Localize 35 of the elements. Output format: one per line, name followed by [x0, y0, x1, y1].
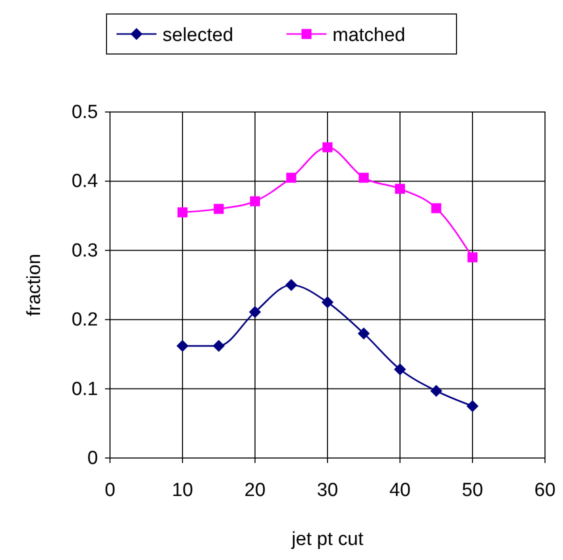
point [212, 340, 225, 352]
point [358, 327, 370, 340]
point [468, 252, 478, 262]
point [431, 203, 442, 214]
y-tick-label: 0.3 [72, 240, 98, 262]
point [176, 340, 188, 352]
x-tick-label: 20 [244, 480, 266, 501]
y-tick-label: 0.4 [72, 171, 98, 192]
point [430, 384, 442, 397]
point [466, 400, 478, 412]
point [214, 204, 224, 214]
point [285, 279, 298, 291]
point [395, 184, 405, 194]
x-tick-label: 10 [172, 480, 194, 501]
x-axis-title: jet pt cut [290, 529, 364, 550]
x-tick-label: 30 [316, 480, 338, 501]
x-tick-label: 60 [534, 480, 556, 501]
y-tick-label: 0.2 [72, 310, 98, 331]
legend-label: matched [332, 25, 406, 46]
point [358, 172, 369, 183]
x-tick-label: 0 [104, 480, 116, 501]
legend-label: selected [162, 25, 234, 46]
point [394, 363, 406, 376]
point [322, 142, 332, 152]
y-tick-label: 0 [87, 448, 98, 469]
y-tick-label: 0.1 [72, 378, 98, 400]
point [322, 296, 334, 308]
y-axis-title: fraction [24, 254, 45, 316]
y-tick-label: 0.5 [72, 102, 98, 123]
x-tick-label: 40 [389, 480, 411, 501]
point [286, 172, 296, 183]
x-tick-label: 50 [462, 480, 484, 501]
point [178, 207, 188, 218]
point [250, 196, 260, 206]
point [249, 306, 261, 318]
